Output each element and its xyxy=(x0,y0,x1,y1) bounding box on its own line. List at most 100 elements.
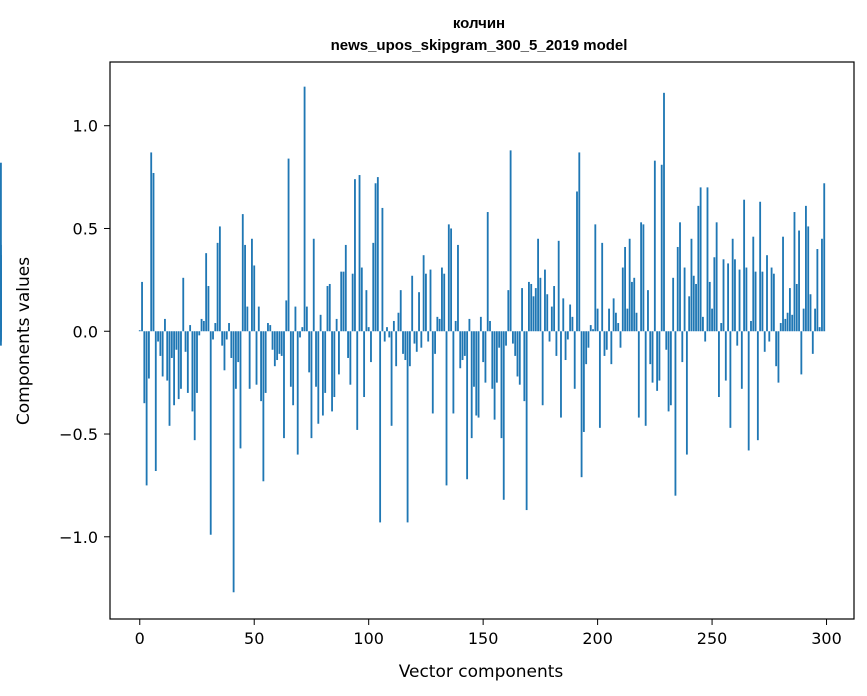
bar-50 xyxy=(253,265,256,332)
bar-58 xyxy=(271,331,274,350)
bar-264 xyxy=(743,199,746,332)
bar-90 xyxy=(344,244,347,332)
bar-73 xyxy=(305,306,308,332)
bar-152 xyxy=(486,212,489,332)
bar-163 xyxy=(511,331,514,344)
bar-198 xyxy=(592,329,594,332)
bar-5 xyxy=(150,152,153,332)
x-tick-label: 0 xyxy=(135,629,145,648)
bar-144 xyxy=(468,318,471,332)
bar-216 xyxy=(633,277,636,332)
bar-149 xyxy=(479,316,482,332)
bar-173 xyxy=(534,288,537,332)
bar-102 xyxy=(372,242,375,332)
bar-187 xyxy=(566,331,569,340)
bar-255 xyxy=(722,259,725,332)
bar-141 xyxy=(461,331,464,361)
bar-21 xyxy=(186,331,189,393)
bar-53 xyxy=(260,331,262,402)
bar-135 xyxy=(447,224,450,332)
bar-191 xyxy=(576,191,578,332)
bar-151 xyxy=(484,331,487,383)
bar-16 xyxy=(175,331,178,350)
bar-210 xyxy=(619,331,622,348)
bar-270 xyxy=(756,331,759,441)
bar-67 xyxy=(292,331,295,406)
bar-110 xyxy=(390,331,393,426)
bar-171 xyxy=(530,283,533,332)
bar-70 xyxy=(299,331,301,338)
bar-142 xyxy=(463,331,466,356)
bar-11 xyxy=(164,318,166,332)
bar-250 xyxy=(711,308,713,332)
bar-244 xyxy=(697,205,700,332)
bar-183 xyxy=(557,240,560,332)
bar-238 xyxy=(683,267,686,332)
bar-132 xyxy=(441,267,443,332)
bar-84 xyxy=(331,331,333,412)
bar-145 xyxy=(470,331,473,439)
bar-193 xyxy=(580,331,583,478)
bar-128 xyxy=(431,331,434,414)
bar-66 xyxy=(289,331,292,387)
bar-262 xyxy=(738,269,741,332)
bar-176 xyxy=(541,331,544,406)
bar-197 xyxy=(589,325,592,332)
bar-242 xyxy=(692,275,695,332)
bar-207 xyxy=(612,298,615,332)
bar-89 xyxy=(342,271,345,332)
bar-252 xyxy=(715,222,718,332)
bar-278 xyxy=(775,331,778,367)
bar-239 xyxy=(685,331,688,455)
bar-47 xyxy=(246,306,249,332)
bar-166 xyxy=(518,331,521,385)
bar-23 xyxy=(191,331,194,412)
bar-83 xyxy=(328,283,331,332)
bar-147 xyxy=(475,331,478,416)
bar-133 xyxy=(443,273,446,332)
bar-undefined xyxy=(0,255,2,332)
bar-157 xyxy=(498,331,501,348)
bar-75 xyxy=(310,331,313,439)
bar-218 xyxy=(637,331,640,418)
bar-275 xyxy=(768,331,771,342)
x-axis-label: Vector components xyxy=(399,662,564,682)
bar-299 xyxy=(823,183,826,332)
bar-4 xyxy=(148,331,150,379)
bar-253 xyxy=(718,331,720,398)
bar-95 xyxy=(356,331,359,430)
bar-105 xyxy=(379,331,382,523)
bar-181 xyxy=(553,286,556,332)
bar-74 xyxy=(308,331,311,373)
bar-55 xyxy=(264,331,267,393)
bar-269 xyxy=(754,271,757,332)
bar-118 xyxy=(408,331,411,367)
bar-205 xyxy=(608,308,610,332)
bar-38 xyxy=(225,331,228,340)
bar-113 xyxy=(397,312,400,332)
bar-285 xyxy=(791,314,794,332)
x-tick-label: 250 xyxy=(697,629,728,648)
bar-174 xyxy=(537,238,539,332)
bar-227 xyxy=(658,331,661,381)
bar-78 xyxy=(317,331,320,424)
bar-9 xyxy=(159,331,162,356)
bar-34 xyxy=(216,242,219,332)
bar-undefined xyxy=(0,331,2,342)
bar-61 xyxy=(278,331,281,354)
bar-280 xyxy=(779,323,782,332)
bar-213 xyxy=(626,308,629,332)
bar-42 xyxy=(234,331,237,389)
bar-130 xyxy=(436,316,439,332)
bar-56 xyxy=(267,323,269,332)
bar-45 xyxy=(241,214,244,332)
bar-107 xyxy=(383,331,386,342)
bar-27 xyxy=(200,318,203,332)
bar-71 xyxy=(301,327,304,332)
bar-54 xyxy=(262,331,265,482)
bar-30 xyxy=(207,286,210,332)
bar-161 xyxy=(507,290,510,332)
bar-186 xyxy=(564,331,567,361)
bar-6 xyxy=(152,172,155,332)
bar-92 xyxy=(349,331,352,385)
